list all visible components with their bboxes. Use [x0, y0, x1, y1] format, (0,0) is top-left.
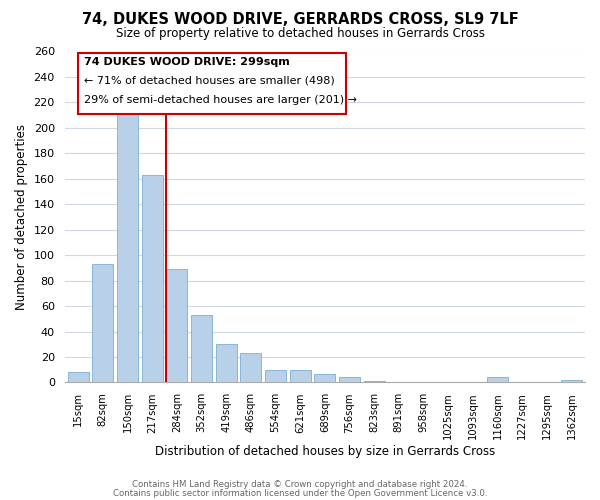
Bar — [240, 353, 261, 382]
Bar — [364, 381, 385, 382]
Bar — [92, 264, 113, 382]
X-axis label: Distribution of detached houses by size in Gerrards Cross: Distribution of detached houses by size … — [155, 444, 495, 458]
Text: 74 DUKES WOOD DRIVE: 299sqm: 74 DUKES WOOD DRIVE: 299sqm — [84, 57, 290, 67]
Bar — [117, 112, 138, 382]
Bar — [191, 315, 212, 382]
Bar — [487, 378, 508, 382]
Text: 74, DUKES WOOD DRIVE, GERRARDS CROSS, SL9 7LF: 74, DUKES WOOD DRIVE, GERRARDS CROSS, SL… — [82, 12, 518, 28]
Bar — [265, 370, 286, 382]
Bar — [68, 372, 89, 382]
Text: ← 71% of detached houses are smaller (498): ← 71% of detached houses are smaller (49… — [84, 76, 335, 86]
Text: Contains public sector information licensed under the Open Government Licence v3: Contains public sector information licen… — [113, 488, 487, 498]
Text: 29% of semi-detached houses are larger (201) →: 29% of semi-detached houses are larger (… — [84, 95, 357, 105]
FancyBboxPatch shape — [77, 53, 346, 114]
Bar — [142, 175, 163, 382]
Bar — [561, 380, 582, 382]
Bar — [215, 344, 236, 383]
Text: Size of property relative to detached houses in Gerrards Cross: Size of property relative to detached ho… — [115, 28, 485, 40]
Bar — [339, 378, 360, 382]
Bar — [314, 374, 335, 382]
Bar — [290, 370, 311, 382]
Text: Contains HM Land Registry data © Crown copyright and database right 2024.: Contains HM Land Registry data © Crown c… — [132, 480, 468, 489]
Bar — [166, 269, 187, 382]
Y-axis label: Number of detached properties: Number of detached properties — [15, 124, 28, 310]
